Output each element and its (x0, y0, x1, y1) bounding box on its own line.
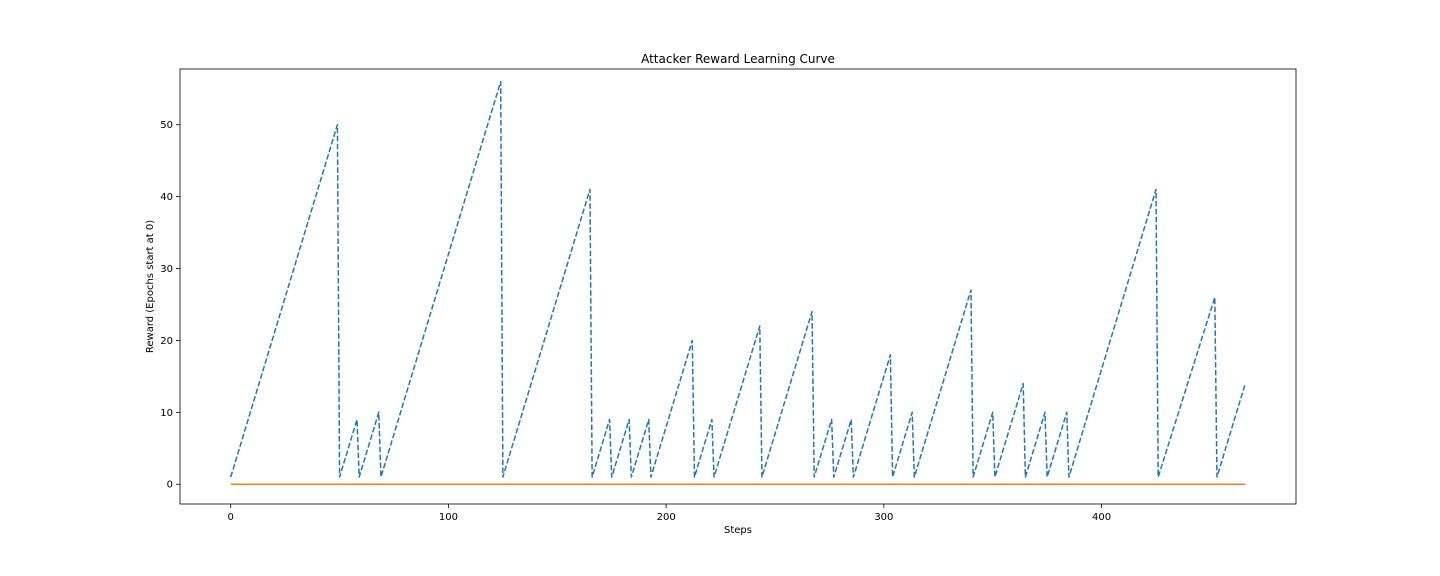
plot-area (179, 68, 1297, 505)
x-axis-label: Steps (724, 525, 752, 536)
x-tick-label: 200 (657, 512, 676, 523)
plot-frame (179, 68, 1297, 505)
y-tick-label: 30 (160, 264, 173, 275)
y-tick-label: 40 (160, 192, 173, 203)
series-line-1 (230, 80, 1246, 478)
x-tick-label: 300 (874, 512, 893, 523)
y-tick-label: 0 (167, 480, 173, 491)
x-tick-label: 400 (1092, 512, 1111, 523)
series-layer (230, 80, 1246, 485)
x-tick-label: 0 (228, 512, 234, 523)
y-tick-label: 10 (160, 408, 173, 419)
y-tick-label: 20 (160, 336, 173, 347)
chart-title: Attacker Reward Learning Curve (641, 52, 835, 66)
x-axis: 0 100 200 300 400 (228, 504, 1111, 523)
y-axis-label: Reward (Epochs start at 0) (145, 220, 156, 353)
y-axis: 0 10 20 30 40 50 (160, 120, 180, 491)
x-tick-label: 100 (439, 512, 458, 523)
y-tick-label: 50 (160, 120, 173, 131)
